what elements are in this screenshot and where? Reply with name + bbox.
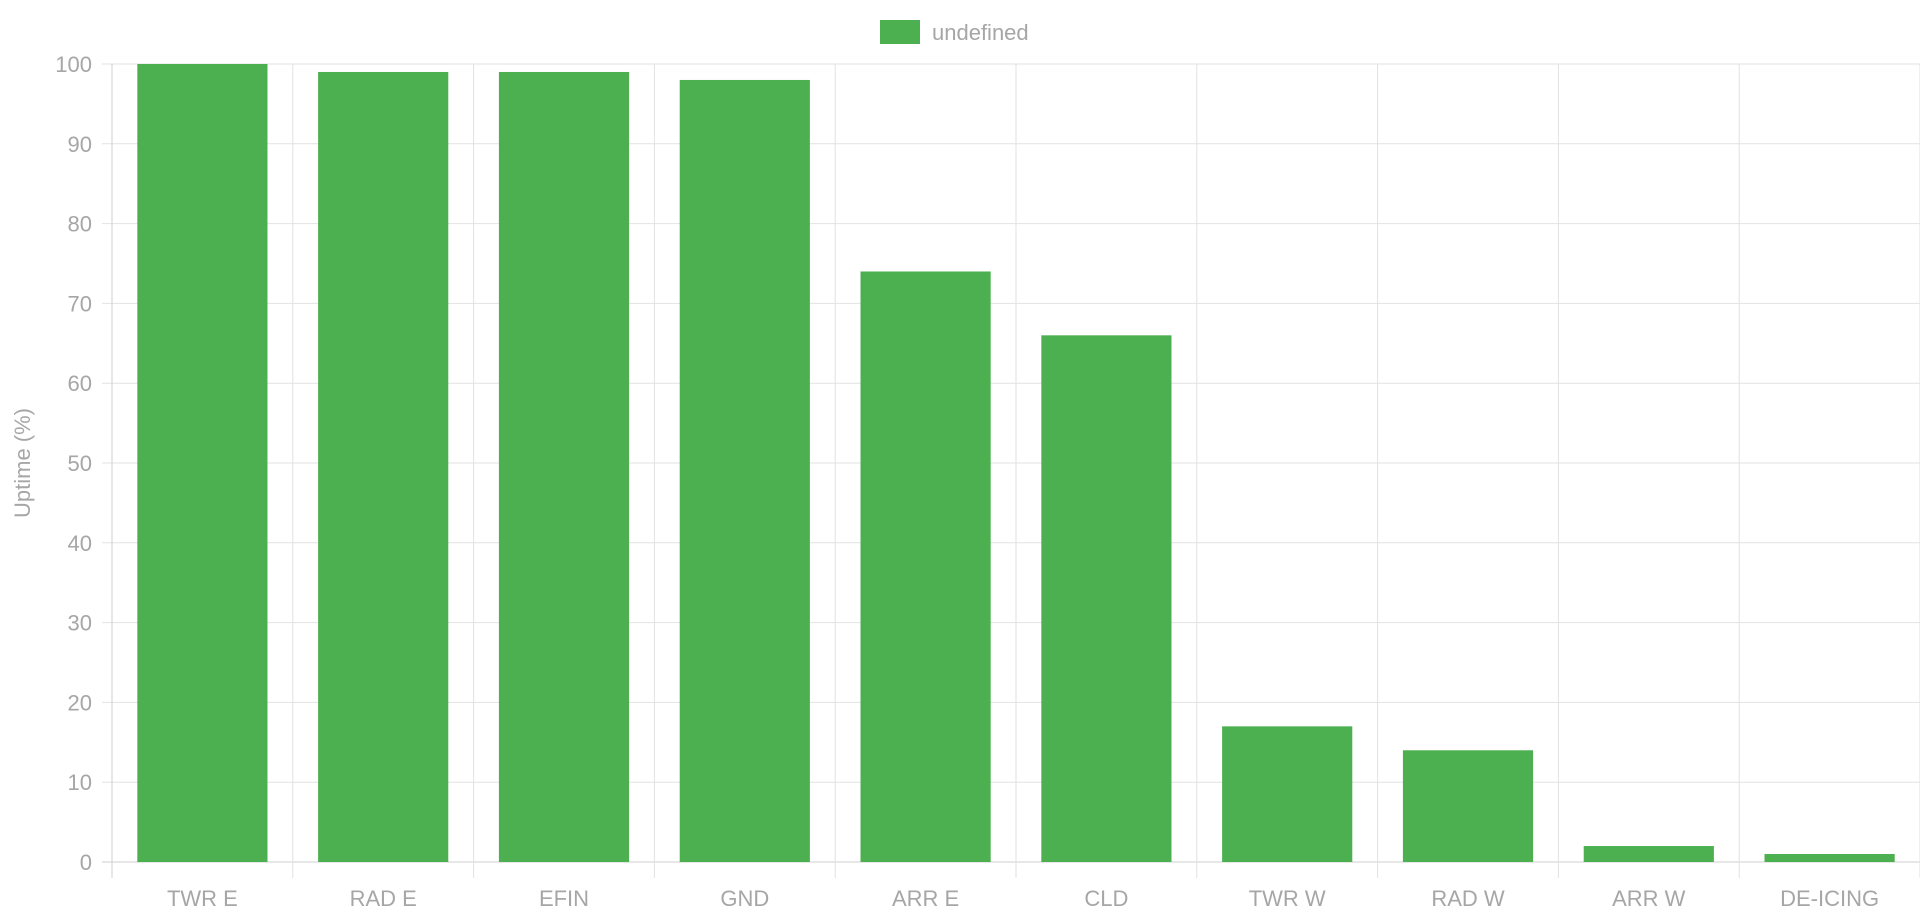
y-tick-label: 0 xyxy=(80,850,92,875)
y-tick-label: 10 xyxy=(68,770,92,795)
y-tick-label: 60 xyxy=(68,371,92,396)
bar-rad-e[interactable] xyxy=(318,71,449,863)
bar-rad-w[interactable] xyxy=(1402,750,1534,862)
y-tick-label: 40 xyxy=(68,531,92,556)
legend-label-undefined: undefined xyxy=(932,20,1029,45)
y-tick-label: 90 xyxy=(68,132,92,157)
y-tick-label: 80 xyxy=(68,212,92,237)
x-tick-label: ARR E xyxy=(892,886,959,911)
x-tick-label: GND xyxy=(720,886,769,911)
x-tick-label: CLD xyxy=(1084,886,1128,911)
bar-efin[interactable] xyxy=(498,71,630,863)
bar-de-icing[interactable] xyxy=(1764,854,1895,862)
x-tick-label: DE-ICING xyxy=(1780,886,1879,911)
x-tick-label: TWR E xyxy=(167,886,238,911)
y-axis-title: Uptime (%) xyxy=(10,408,35,518)
x-tick-label: TWR W xyxy=(1249,886,1326,911)
x-tick-label: RAD W xyxy=(1431,886,1505,911)
y-tick-label: 50 xyxy=(68,451,92,476)
y-tick-label: 100 xyxy=(55,52,92,77)
bar-gnd[interactable] xyxy=(679,79,810,862)
legend[interactable]: undefined xyxy=(880,20,1029,45)
bars xyxy=(137,64,1895,863)
bar-arr-w[interactable] xyxy=(1583,846,1714,862)
y-tick-label: 20 xyxy=(68,690,92,715)
bar-cld[interactable] xyxy=(1041,335,1172,862)
x-axis-ticks: TWR E RAD E EFIN GND ARR E CLD TWR W RAD W ARR W… xyxy=(167,886,1879,911)
x-tick-label: ARR W xyxy=(1612,886,1686,911)
x-tick-label: RAD E xyxy=(350,886,417,911)
y-tick-label: 70 xyxy=(68,291,92,316)
bar-twr-w[interactable] xyxy=(1222,726,1353,862)
bar-twr-e[interactable] xyxy=(137,64,268,862)
bar-arr-e[interactable] xyxy=(860,271,991,863)
legend-swatch xyxy=(880,20,920,44)
y-tick-label: 30 xyxy=(68,611,92,636)
x-tick-label: EFIN xyxy=(539,886,589,911)
y-axis-ticks: 0 10 20 30 40 50 60 70 80 90 100 xyxy=(55,52,92,875)
